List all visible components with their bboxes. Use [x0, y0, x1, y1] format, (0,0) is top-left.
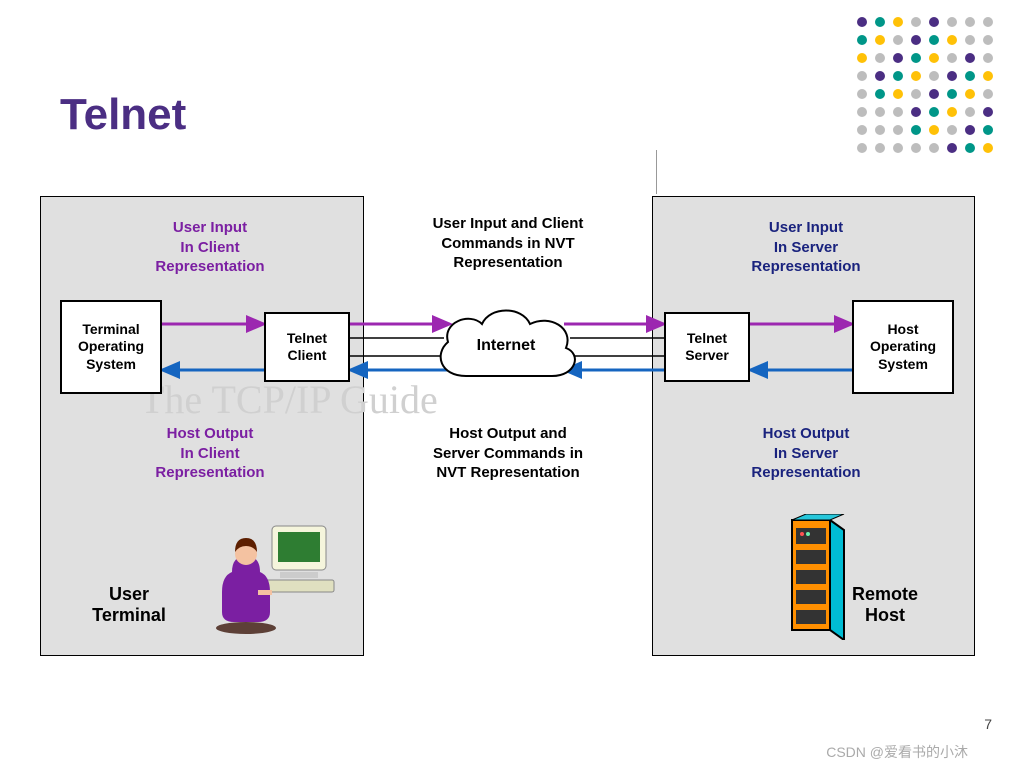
footer-credit: CSDN @爱看书的小沐 [826, 742, 968, 762]
label-top-left: User InputIn ClientRepresentation [120, 218, 300, 277]
user-terminal-icon [210, 516, 340, 636]
caption-user-terminal: UserTerminal [54, 584, 204, 626]
node-telnet-client: TelnetClient [264, 312, 350, 382]
label-top-center: User Input and ClientCommands in NVTRepr… [418, 214, 598, 273]
telnet-diagram: The TCP/IP Guide TerminalOperatingSystem… [40, 196, 975, 656]
decor-dots [852, 12, 1012, 172]
node-telnet-server: TelnetServer [664, 312, 750, 382]
slide-title: Telnet [60, 90, 186, 140]
caption-remote-host: RemoteHost [810, 584, 960, 626]
label-bot-center: Host Output andServer Commands inNVT Rep… [418, 424, 598, 483]
slide: Telnet The TCP/IP Guide TerminalOperatin… [0, 0, 1024, 768]
node-terminal-os: TerminalOperatingSystem [60, 300, 162, 394]
node-internet: Internet [426, 298, 586, 394]
page-number: 7 [984, 716, 992, 732]
label-bot-left: Host OutputIn ClientRepresentation [120, 424, 300, 483]
title-divider [656, 150, 657, 194]
label-top-right: User InputIn ServerRepresentation [716, 218, 896, 277]
internet-label: Internet [426, 298, 586, 394]
node-host-os: HostOperatingSystem [852, 300, 954, 394]
label-bot-right: Host OutputIn ServerRepresentation [716, 424, 896, 483]
